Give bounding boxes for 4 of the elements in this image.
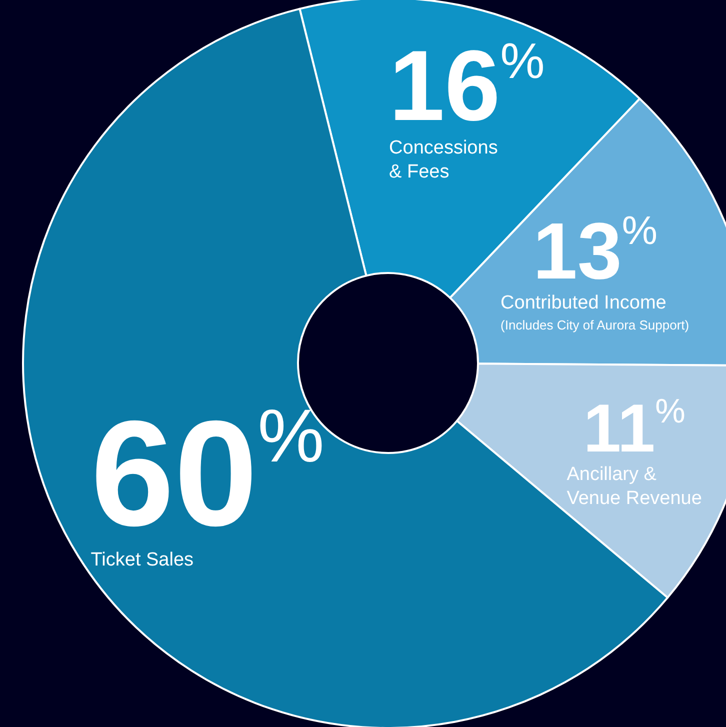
slice-label: Concessions & Fees: [389, 138, 498, 183]
text: (Includes City of Aurora Support): [500, 317, 690, 332]
slice-label: Ancillary & Venue Revenue: [566, 464, 702, 510]
data-label: 11%: [583, 390, 686, 467]
